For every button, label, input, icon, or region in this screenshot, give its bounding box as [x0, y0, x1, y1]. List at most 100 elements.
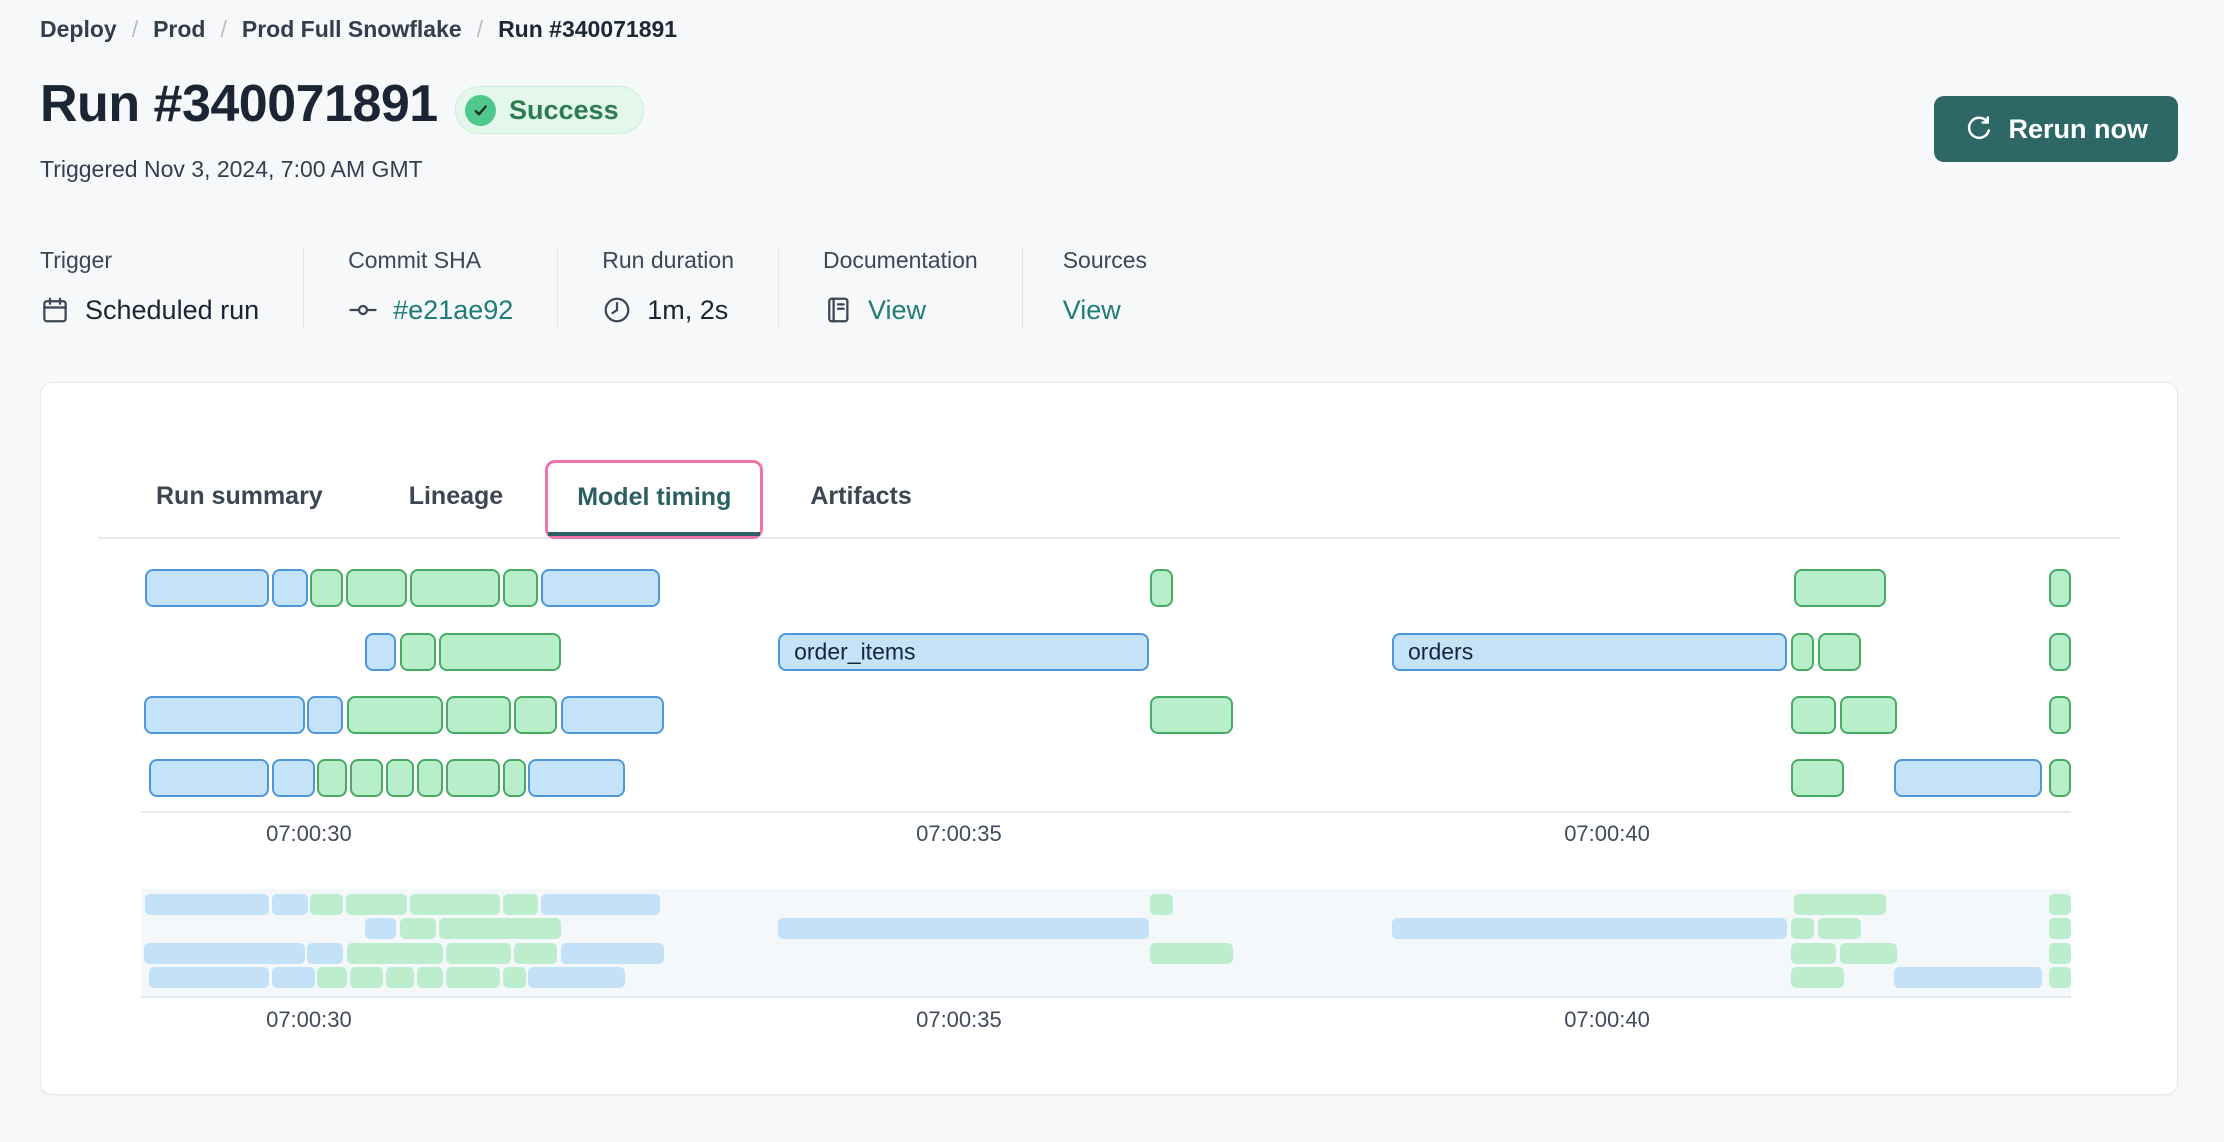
gantt-bar[interactable] — [145, 569, 269, 607]
time-axis-tick-label: 07:00:30 — [266, 821, 352, 846]
gantt-bar — [148, 967, 269, 988]
gantt-bar[interactable] — [272, 569, 309, 607]
gantt-bar[interactable] — [1817, 633, 1861, 671]
gantt-bar[interactable] — [2048, 569, 2071, 607]
gantt-bar — [400, 918, 437, 939]
gantt-bar[interactable] — [1790, 759, 1845, 797]
gantt-bar — [503, 894, 538, 915]
gantt-row — [141, 696, 2071, 734]
run-detail-card: Run summary Lineage Model timing Artifac… — [40, 382, 2178, 1095]
breadcrumb-prod[interactable]: Prod — [153, 16, 206, 42]
gantt-bar[interactable] — [346, 696, 443, 734]
gantt-bar — [145, 894, 269, 915]
gantt-bar[interactable] — [1790, 696, 1836, 734]
gantt-bar[interactable] — [1794, 569, 1887, 607]
meta-sources: Sources View — [1023, 247, 1191, 329]
refresh-icon — [1964, 114, 1994, 144]
commit-sha-link[interactable]: #e21ae92 — [393, 294, 514, 325]
breadcrumb-separator: / — [476, 16, 484, 42]
tab-run-summary[interactable]: Run summary — [156, 482, 323, 510]
gantt-bar-label: orders — [1408, 638, 1474, 665]
gantt-bar[interactable] — [2048, 696, 2071, 734]
time-axis-tick-label: 07:00:40 — [1564, 821, 1650, 846]
gantt-bar[interactable] — [1894, 759, 2043, 797]
breadcrumb-job[interactable]: Prod Full Snowflake — [241, 16, 462, 42]
documentation-view-link[interactable]: View — [867, 294, 927, 325]
gantt-bar[interactable] — [445, 759, 500, 797]
gantt-bar — [445, 943, 511, 964]
gantt-bar[interactable] — [310, 569, 344, 607]
time-axis-tick-label: 07:00:35 — [916, 1007, 1002, 1032]
gantt-bar — [1790, 967, 1845, 988]
gantt-bar — [2048, 894, 2071, 915]
gantt-bar[interactable] — [345, 569, 407, 607]
gantt-bar — [310, 894, 344, 915]
gantt-bar[interactable] — [350, 759, 384, 797]
gantt-bar[interactable] — [385, 759, 414, 797]
gantt-row — [141, 943, 2071, 964]
gantt-bar[interactable] — [410, 569, 500, 607]
gantt-bar — [514, 943, 558, 964]
meta-documentation-label: Documentation — [822, 247, 978, 273]
gantt-bar[interactable] — [445, 696, 511, 734]
gantt-bar-orders[interactable]: orders — [1392, 633, 1788, 671]
gantt-bar — [416, 967, 444, 988]
gantt-row — [141, 759, 2071, 797]
tab-model-timing-highlight: Model timing — [545, 460, 764, 539]
gantt-bar[interactable] — [560, 696, 664, 734]
breadcrumb-separator: / — [131, 16, 139, 42]
gantt-bar[interactable] — [306, 696, 344, 734]
gantt-bar — [560, 943, 664, 964]
gantt-bar — [306, 943, 344, 964]
gantt-bar[interactable] — [144, 696, 306, 734]
time-axis-line — [141, 811, 2071, 813]
gantt-bar[interactable] — [2048, 759, 2071, 797]
gantt-bar[interactable] — [503, 569, 538, 607]
gantt-bar — [1150, 943, 1233, 964]
gantt-bar — [503, 967, 527, 988]
gantt-bar — [1794, 894, 1887, 915]
gantt-bar[interactable] — [1839, 696, 1897, 734]
rerun-now-label: Rerun now — [2008, 113, 2149, 144]
gantt-bar[interactable] — [272, 759, 316, 797]
meta-trigger-value: Scheduled run — [85, 294, 260, 325]
gantt-bar[interactable] — [2048, 633, 2071, 671]
meta-run-duration: Run duration 1m, 2s — [558, 247, 779, 329]
gantt-bar[interactable] — [365, 633, 397, 671]
gantt-bar — [272, 967, 316, 988]
gantt-bar — [317, 967, 347, 988]
status-badge-label: Success — [509, 94, 619, 125]
rerun-now-button[interactable]: Rerun now — [1933, 96, 2178, 162]
success-check-icon — [465, 94, 496, 126]
tab-artifacts[interactable]: Artifacts — [810, 482, 912, 510]
tab-model-timing[interactable]: Model timing — [548, 463, 761, 536]
sources-view-link[interactable]: View — [1062, 294, 1121, 325]
gantt-bar[interactable] — [317, 759, 347, 797]
gantt-bar[interactable] — [503, 759, 527, 797]
gantt-bar — [410, 894, 500, 915]
gantt-bar[interactable] — [400, 633, 437, 671]
breadcrumb-deploy[interactable]: Deploy — [40, 16, 117, 42]
clock-icon — [602, 295, 632, 325]
gantt-bar[interactable] — [527, 759, 626, 797]
gantt-bar[interactable] — [1150, 569, 1173, 607]
meta-documentation: Documentation View — [779, 247, 1023, 329]
gantt-bar[interactable] — [416, 759, 444, 797]
gantt-bar[interactable] — [541, 569, 661, 607]
gantt-bar-order_items[interactable]: order_items — [778, 633, 1150, 671]
gantt-bar — [1894, 967, 2043, 988]
tab-lineage[interactable]: Lineage — [408, 482, 504, 510]
time-axis-line — [141, 996, 2071, 998]
gantt-bar[interactable] — [514, 696, 558, 734]
gantt-bar[interactable] — [148, 759, 269, 797]
gantt-bar — [445, 967, 500, 988]
gantt-bar[interactable] — [438, 633, 561, 671]
gantt-bar[interactable] — [1150, 696, 1233, 734]
gantt-bar — [1817, 918, 1861, 939]
gantt-bar[interactable] — [1790, 633, 1814, 671]
gantt-row — [141, 894, 2071, 915]
time-axis-tick-label: 07:00:35 — [916, 821, 1002, 846]
page-title: Run #340071891 — [40, 75, 438, 133]
gantt-bar — [385, 967, 414, 988]
